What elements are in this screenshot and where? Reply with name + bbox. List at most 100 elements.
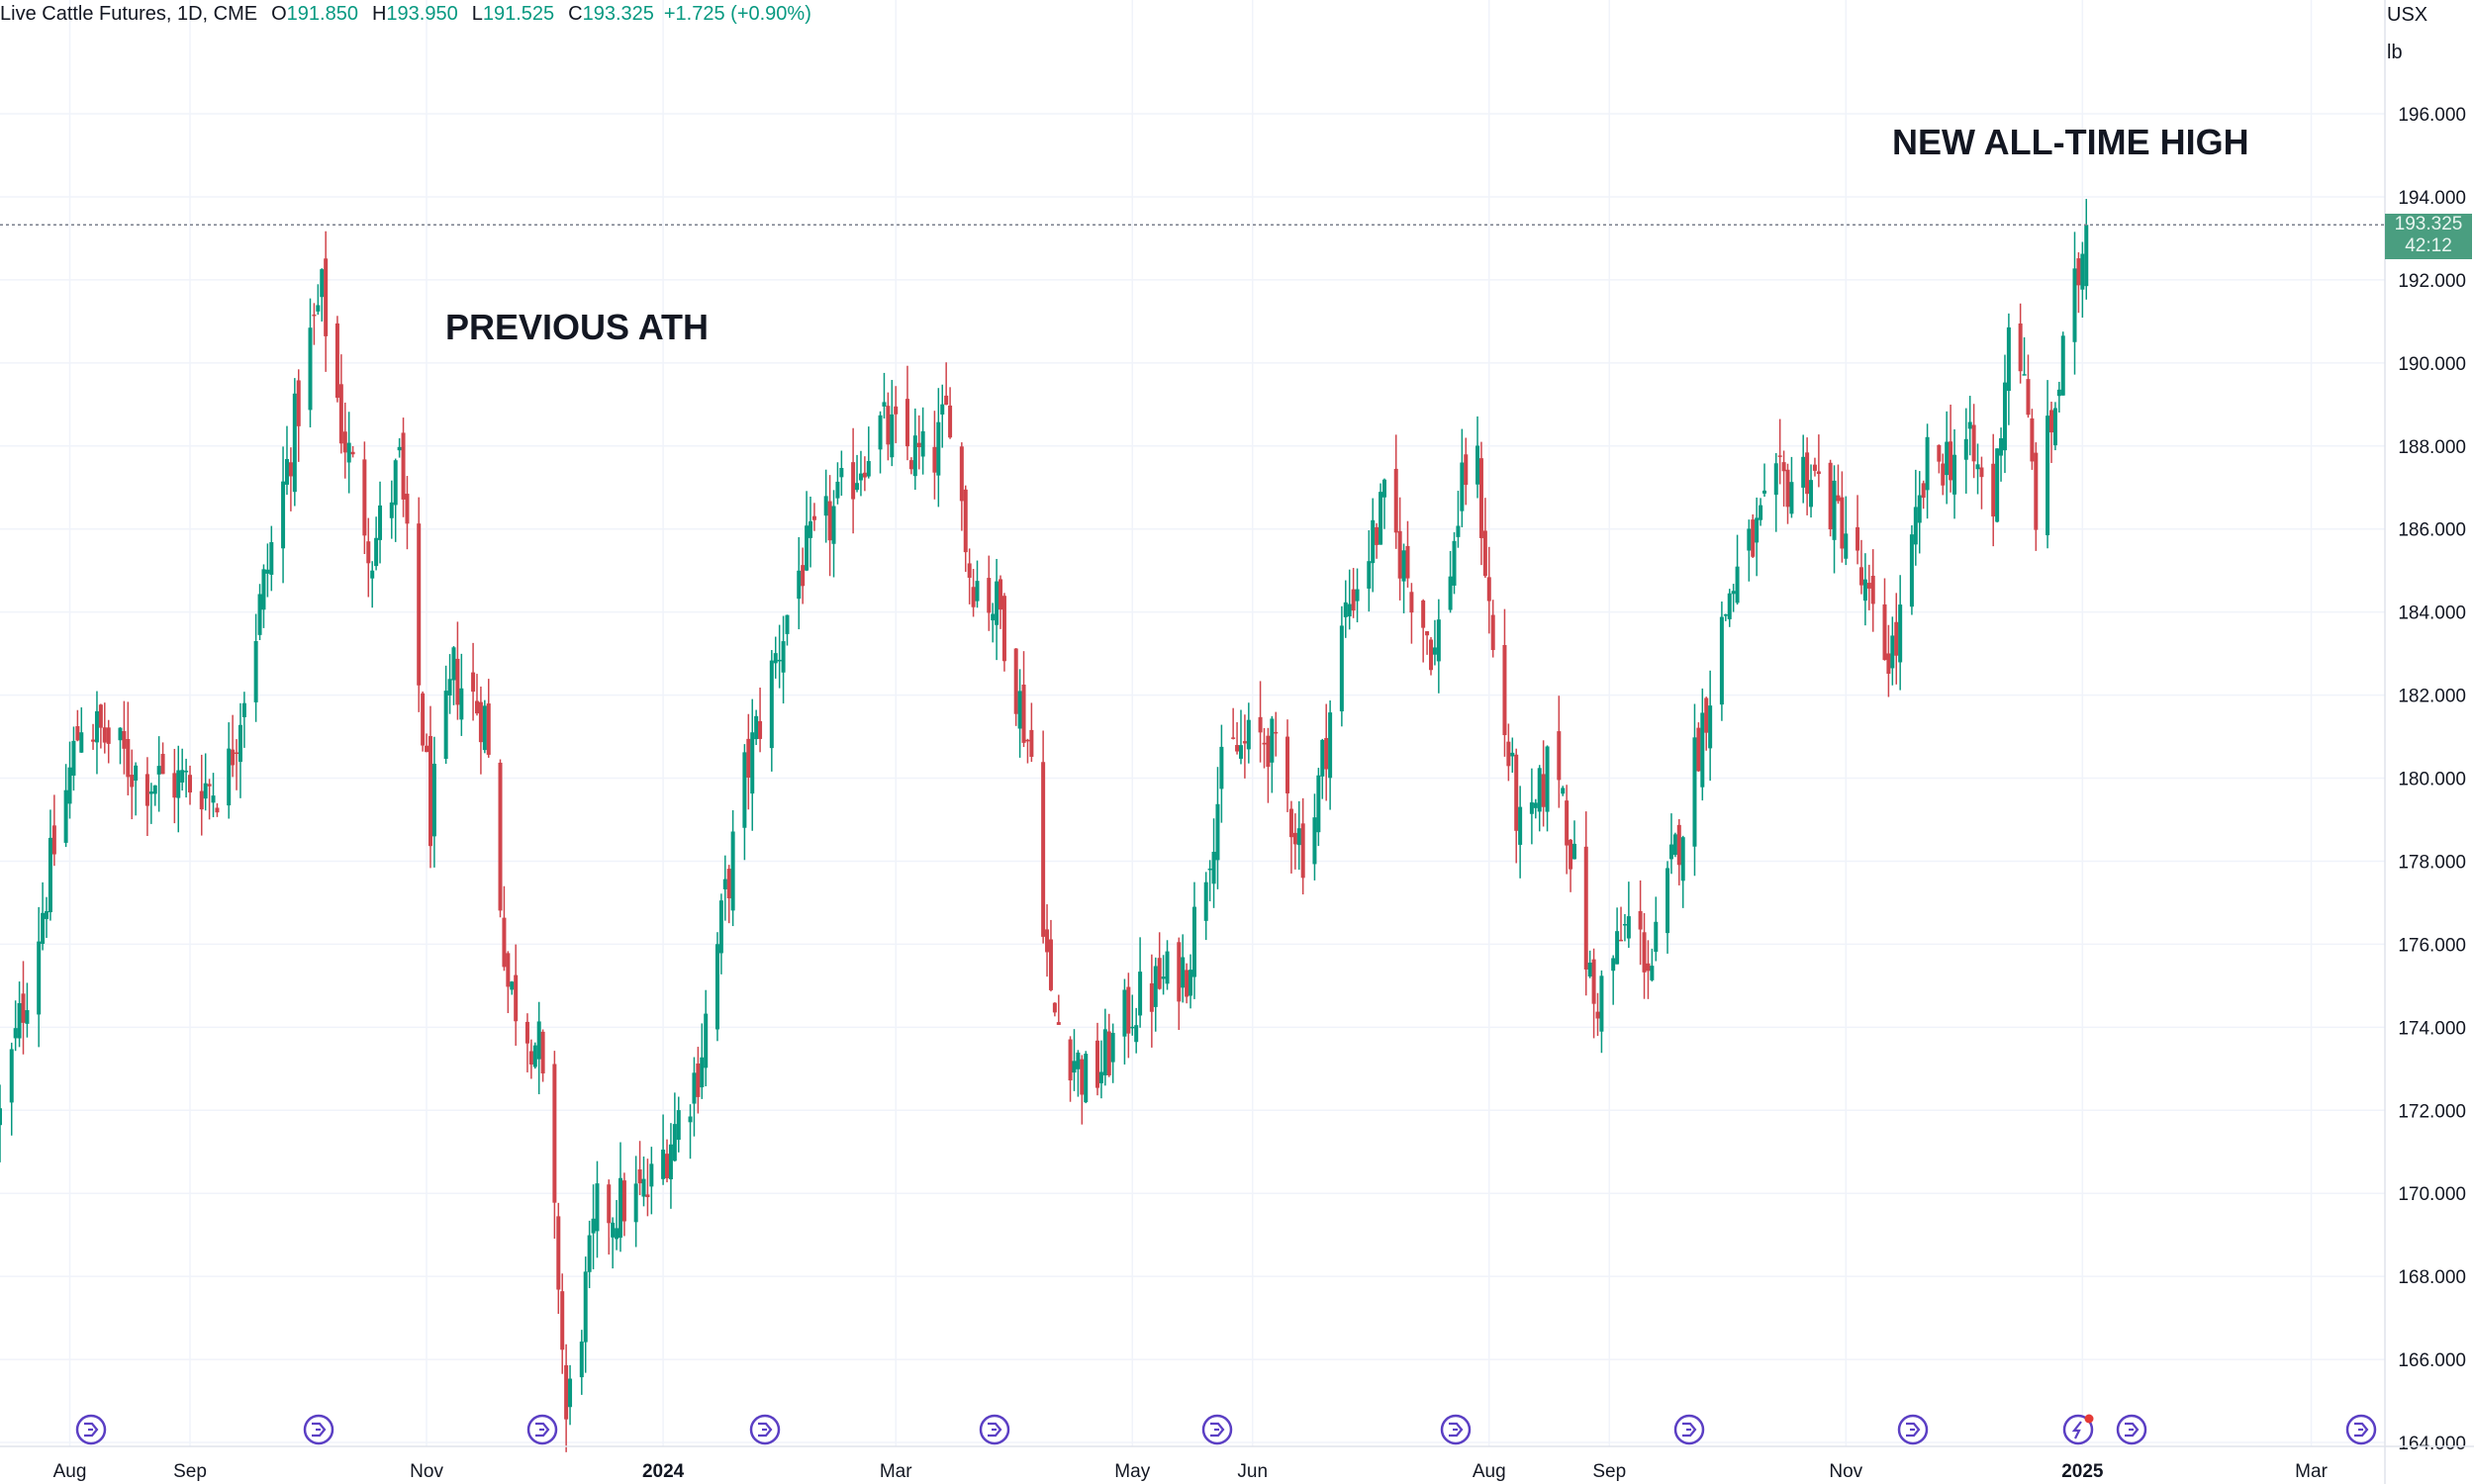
close-value: 193.325 [582,3,654,25]
candle-body [1937,444,1942,462]
candle-body [568,1378,573,1408]
candle-body [1676,824,1681,866]
candle-body [862,472,867,478]
candle-body [1381,479,1386,498]
candle-body [621,1180,626,1222]
candle-body [1486,577,1491,602]
candle-body [1029,729,1034,757]
candle-body [758,720,763,739]
candle-body [1773,463,1778,496]
event-glyph [2354,1422,2369,1438]
unit-selector[interactable]: lb [2387,42,2403,63]
event-marker-icon[interactable] [1440,1414,1472,1445]
event-marker-icon[interactable] [1673,1414,1705,1445]
candle-body [615,1228,619,1240]
event-marker-icon[interactable] [1897,1414,1929,1445]
candle-body [1490,614,1495,651]
low-value: 191.525 [482,3,555,25]
candle-body [1421,600,1426,628]
candle-body [1102,1029,1107,1075]
candle-body [1300,823,1305,879]
y-tick-label: 174.000 [2398,1018,2466,1039]
candle-body [797,570,802,600]
candle-body [130,775,135,788]
candle-body [1371,519,1376,564]
lightning-icon[interactable] [2062,1414,2094,1445]
symbol-title[interactable]: Live Cattle Futures, 1D, CME [0,3,258,25]
candle-body [1506,741,1511,767]
event-glyph [1210,1422,1225,1438]
candle-body [1017,691,1022,729]
candle-body [1056,1022,1061,1025]
candle-body [1347,603,1352,617]
candle-body [618,1177,622,1238]
candle-body [1595,1011,1600,1019]
candle-body [172,773,177,798]
candle-body [1809,480,1814,508]
candle-body [1514,754,1519,831]
event-marker-icon[interactable] [526,1414,558,1445]
candle-body [1401,550,1406,582]
candle-body [1735,566,1740,603]
candle-body [1021,685,1026,743]
candle-body [281,481,286,549]
candle-body [1557,731,1562,781]
candle-body [478,701,483,743]
event-marker-icon[interactable] [1201,1414,1233,1445]
candle-body [1801,456,1806,488]
candle-body [316,305,321,312]
candle-body [257,594,262,635]
change-value: +1.725 (+0.90%) [663,3,811,25]
candle-body [1999,437,2004,456]
candle-body [1324,738,1329,770]
y-tick-label: 178.000 [2398,852,2466,873]
y-tick-label: 192.000 [2398,271,2466,292]
candle-body [486,703,491,755]
candle-body [308,327,313,411]
candle-body [936,421,941,476]
candle-body [1747,528,1752,551]
candle-body [1285,736,1290,793]
candle-body [1518,806,1523,845]
candle-body [134,765,139,782]
candle-body [1537,768,1542,812]
candle-body [2022,374,2027,376]
candle-body [908,460,913,470]
candle-body [1084,1054,1089,1103]
event-marker-icon[interactable] [2116,1414,2147,1445]
candle-body [1355,589,1360,602]
event-glyph [1682,1422,1697,1438]
candle-body [692,1072,697,1104]
currency-selector[interactable]: USX [2387,4,2428,26]
candle-body [645,1194,650,1198]
candle-body [1979,467,1984,478]
candle-body [611,1222,616,1238]
candle-body [1832,480,1837,540]
event-marker-icon[interactable] [2345,1414,2377,1445]
event-marker-icon[interactable] [303,1414,334,1445]
candle-body [1510,752,1515,757]
candle-body [1001,596,1006,662]
candle-body [1274,731,1279,734]
event-marker-icon[interactable] [749,1414,781,1445]
event-marker-icon[interactable] [979,1414,1010,1445]
grid-lines [0,0,2385,1446]
candle-body [1654,921,1659,953]
candle-body [288,462,293,477]
candle-body [71,740,76,776]
candle-body [1502,644,1507,736]
candle-body [805,525,809,571]
candle-body [1165,951,1170,984]
candle-body [1106,1031,1111,1075]
candle-body [1072,1061,1077,1073]
candle-body [560,1291,565,1350]
candle-body [401,432,406,500]
candle-body [995,581,999,625]
candle-body [1650,966,1655,980]
candle-body [835,481,840,499]
candle-body [827,501,832,541]
candle-body [1828,462,1833,530]
event-marker-icon[interactable] [75,1414,107,1445]
candle-body [1785,469,1790,508]
